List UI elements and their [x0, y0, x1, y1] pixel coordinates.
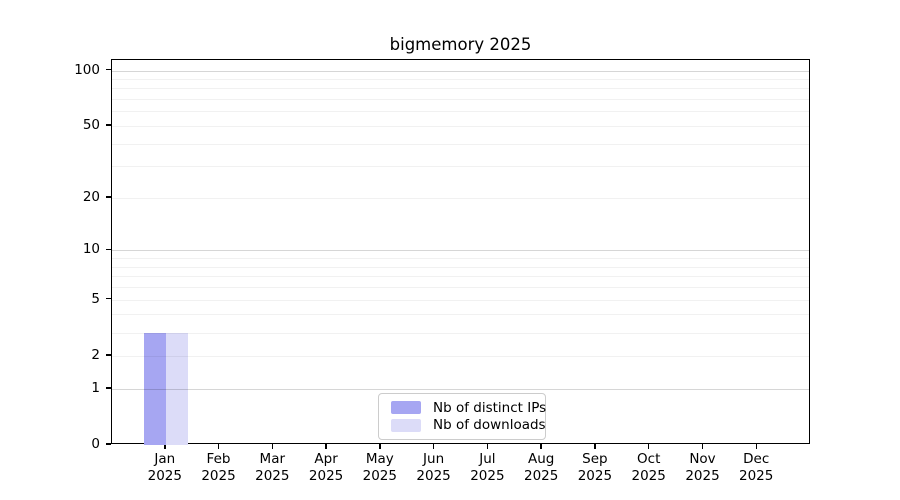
x-tick-mark	[486, 444, 489, 449]
x-tick-label-mar: Mar 2025	[255, 451, 290, 484]
x-tick-mark	[325, 444, 327, 449]
x-tick-mark	[379, 444, 381, 449]
y-tick-label: 50	[82, 117, 100, 133]
y-tick-mark	[106, 196, 111, 198]
plot-area	[111, 59, 810, 445]
y-tick-label: 20	[82, 189, 100, 205]
minor-gridline	[112, 355, 809, 357]
legend-label: Nb of distinct IPs	[433, 399, 547, 416]
x-tick-mark	[755, 444, 757, 449]
y-tick-label: 0	[91, 436, 100, 452]
x-tick-label-feb: Feb 2025	[201, 451, 236, 484]
minor-gridline	[112, 287, 809, 289]
x-tick-mark	[217, 444, 220, 449]
minor-gridline	[112, 332, 809, 334]
minor-gridline	[112, 99, 809, 101]
legend-row: Nb of downloads	[391, 417, 546, 435]
legend-swatch-icon	[391, 418, 421, 432]
minor-gridline	[112, 258, 809, 260]
x-tick-label-oct: Oct 2025	[631, 451, 666, 484]
minor-gridline	[112, 299, 809, 301]
y-tick-label: 5	[91, 290, 100, 307]
x-tick-label-dec: Dec 2025	[739, 451, 774, 484]
x-tick-label-nov: Nov 2025	[685, 451, 720, 484]
y-tick-mark	[106, 443, 111, 445]
y-tick-mark	[106, 248, 111, 251]
minor-gridline	[112, 314, 809, 316]
major-gridline	[112, 388, 809, 390]
minor-gridline	[112, 111, 809, 113]
major-gridline	[112, 250, 809, 252]
minor-gridline	[112, 198, 809, 199]
x-tick-label-jan: Jan 2025	[147, 451, 182, 484]
x-tick-mark	[540, 444, 542, 449]
y-tick-label: 1	[91, 379, 100, 396]
y-tick-mark	[106, 387, 111, 389]
minor-gridline	[112, 266, 809, 268]
x-tick-mark	[594, 444, 596, 449]
x-tick-label-may: May 2025	[362, 451, 397, 484]
x-tick-label-apr: Apr 2025	[308, 451, 344, 484]
minor-gridline	[112, 79, 809, 80]
x-tick-mark	[432, 444, 435, 449]
minor-gridline	[112, 276, 809, 278]
y-tick-mark	[106, 354, 111, 356]
x-tick-label-jul: Jul 2025	[470, 451, 505, 484]
y-tick-mark	[106, 124, 111, 126]
legend: Nb of distinct IPs Nb of downloads	[378, 393, 546, 440]
minor-gridline	[112, 166, 809, 168]
x-tick-label-aug: Aug 2025	[524, 451, 559, 484]
x-tick-mark	[271, 444, 274, 449]
x-tick-label-jun: Jun 2025	[416, 451, 451, 484]
x-tick-mark	[647, 444, 650, 449]
bar-jan-series-0	[143, 332, 166, 445]
x-tick-mark	[164, 444, 166, 449]
x-tick-label-sep: Sep 2025	[577, 451, 613, 484]
y-tick-label: 10	[82, 241, 100, 258]
y-tick-mark	[106, 68, 111, 71]
y-tick-label: 2	[91, 346, 100, 363]
bar-jan-series-1	[165, 332, 188, 445]
major-gridline	[112, 70, 809, 72]
minor-gridline	[112, 88, 809, 90]
legend-swatch-icon	[391, 401, 421, 415]
minor-gridline	[112, 126, 809, 127]
y-tick-label: 100	[74, 61, 100, 78]
legend-label: Nb of downloads	[433, 417, 546, 434]
y-tick-mark	[106, 297, 111, 300]
x-tick-mark	[701, 444, 704, 449]
chart-title: bigmemory 2025	[389, 35, 532, 54]
legend-row: Nb of distinct IPs	[391, 399, 546, 417]
minor-gridline	[112, 143, 809, 145]
